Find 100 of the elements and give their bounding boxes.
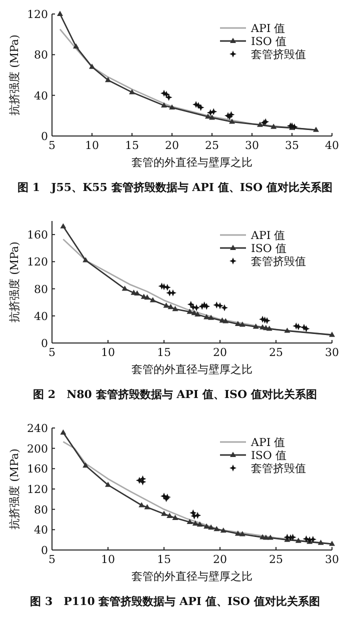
text: 图 2 N80 套管挤毁数据与 API 值、ISO 值对比关系图 <box>33 388 317 401</box>
point <box>166 512 173 518</box>
point <box>239 531 246 536</box>
x-tick-label: 5 <box>48 553 56 566</box>
point <box>194 311 201 317</box>
point <box>150 297 156 302</box>
y-tick-label: 80 <box>34 282 48 296</box>
point <box>186 308 193 314</box>
x-tick-label: 5 <box>48 139 56 152</box>
legend-label: ISO 值 <box>251 35 286 48</box>
legend-label: ISO 值 <box>251 242 286 255</box>
point <box>129 89 135 94</box>
point <box>162 90 170 98</box>
point <box>229 118 235 124</box>
point <box>208 524 214 530</box>
point <box>295 538 302 543</box>
legend-label: API 值 <box>250 22 286 35</box>
point <box>105 482 111 487</box>
y-tick-label: 40 <box>34 89 48 102</box>
x-axis-title: 套管的外直径与壁厚之比 <box>132 570 252 583</box>
point <box>165 94 172 101</box>
x-tick-label: 25 <box>269 346 283 359</box>
point <box>209 114 215 120</box>
y-tick-label: 120 <box>27 256 48 269</box>
point <box>267 534 274 540</box>
point <box>196 521 203 527</box>
y-tick-label: 0 <box>41 130 48 143</box>
point <box>172 306 178 312</box>
point <box>234 320 241 326</box>
y-tick-label: 160 <box>27 462 48 476</box>
point <box>60 429 66 435</box>
x-tick-label: 5 <box>48 346 56 359</box>
x-tick-label: 40 <box>325 139 339 152</box>
point <box>186 518 193 524</box>
legend-label: ISO 值 <box>251 449 286 462</box>
point <box>60 223 66 228</box>
point <box>57 10 63 16</box>
y-tick-label: 0 <box>41 337 48 350</box>
point <box>163 302 170 308</box>
point <box>264 317 271 324</box>
point <box>329 332 335 337</box>
text: 图 1 J55、K55 套管挤毁数据与 API 值、ISO 值对比关系图 <box>18 181 332 194</box>
y-tick-label: 80 <box>34 48 48 62</box>
point <box>329 540 335 546</box>
y-axis-title: 抗挤强度 (MPa) <box>8 448 21 530</box>
y-tick-label: 80 <box>34 503 48 516</box>
y-tick-label: 40 <box>34 524 48 537</box>
x-axis-title: 套管的外直径与壁厚之比 <box>132 156 252 169</box>
legend-label: API 值 <box>250 229 286 242</box>
point <box>172 514 178 520</box>
point <box>136 476 143 484</box>
point <box>302 325 310 332</box>
point <box>168 304 174 310</box>
point <box>222 318 229 324</box>
point <box>208 314 214 320</box>
x-tick-label: 30 <box>245 139 259 152</box>
point <box>216 302 224 310</box>
point <box>138 502 145 508</box>
legend-label: 套管挤毁值 <box>251 462 306 475</box>
y-axis-title: 抗挤强度 (MPa) <box>8 34 21 116</box>
x-tick-label: 25 <box>269 553 283 566</box>
x-tick-label: 20 <box>165 139 179 152</box>
point <box>144 294 150 300</box>
x-tick-label: 15 <box>157 553 171 566</box>
point <box>252 324 259 329</box>
point <box>161 510 167 516</box>
x-axis-title: 套管的外直径与壁厚之比 <box>132 363 252 376</box>
point <box>266 326 272 331</box>
x-tick-label: 30 <box>325 346 339 359</box>
point <box>144 504 150 510</box>
x-tick-label: 30 <box>325 553 339 566</box>
legend-label: 套管挤毁值 <box>251 255 306 268</box>
point <box>82 257 89 262</box>
x-tick-label: 20 <box>213 346 227 359</box>
point <box>257 122 263 127</box>
point <box>234 530 241 536</box>
point <box>270 124 277 129</box>
point <box>105 76 111 82</box>
point <box>313 126 319 132</box>
x-tick-label: 10 <box>85 139 99 152</box>
point <box>318 540 324 545</box>
x-tick-label: 35 <box>285 139 299 152</box>
legend-label: API 值 <box>250 436 286 449</box>
point <box>262 534 269 540</box>
x-tick-label: 15 <box>157 346 171 359</box>
point <box>161 102 167 108</box>
point <box>82 462 89 468</box>
y-tick-label: 240 <box>27 422 48 435</box>
x-tick-label: 10 <box>101 553 115 566</box>
point <box>220 304 228 312</box>
x-tick-label: 10 <box>101 346 115 359</box>
x-tick-label: 15 <box>125 139 139 152</box>
y-tick-label: 40 <box>34 310 48 323</box>
point <box>122 286 128 291</box>
y-axis-title: 抗挤强度 (MPa) <box>8 242 21 322</box>
point <box>164 284 171 291</box>
point <box>194 512 202 519</box>
point <box>89 64 95 69</box>
point <box>169 104 175 110</box>
y-tick-label: 0 <box>41 544 48 557</box>
